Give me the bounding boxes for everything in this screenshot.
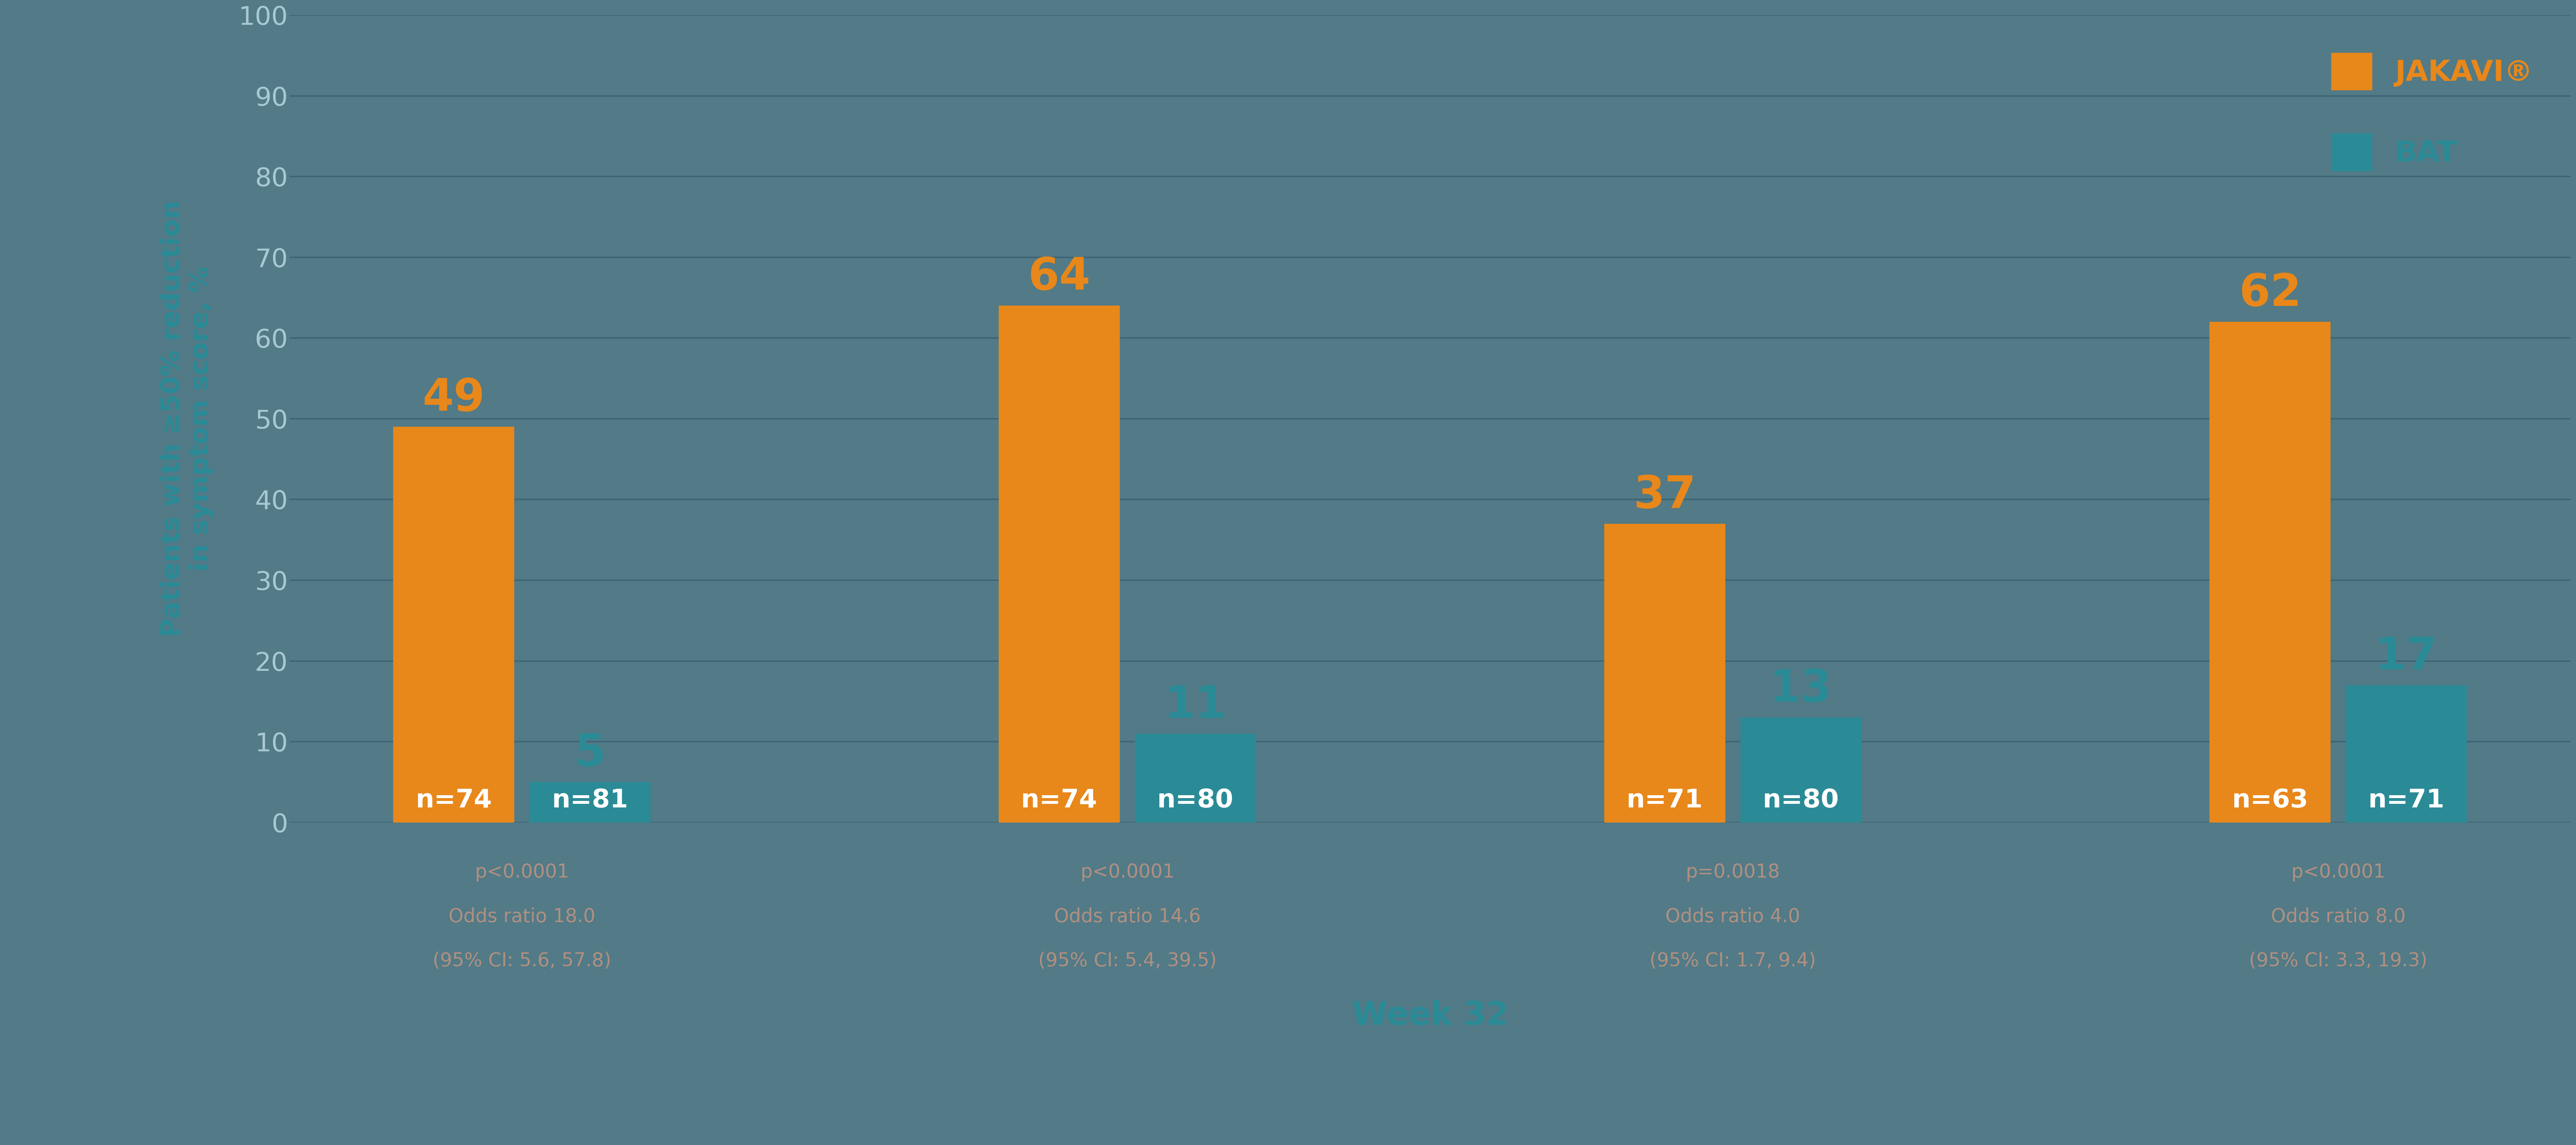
Text: 11: 11: [1164, 684, 1226, 727]
Text: p=0.0018: p=0.0018: [1685, 863, 1780, 882]
Text: p<0.0001: p<0.0001: [1079, 863, 1175, 882]
Text: 17: 17: [2375, 635, 2437, 679]
Text: Odds ratio 4.0: Odds ratio 4.0: [1667, 907, 1801, 926]
Bar: [999, 306, 1121, 822]
Text: 64: 64: [1028, 255, 1090, 299]
Bar: [1136, 734, 1257, 822]
Text: Odds ratio 14.6: Odds ratio 14.6: [1054, 907, 1200, 926]
Text: (95% CI: 1.7, 9.4): (95% CI: 1.7, 9.4): [1649, 951, 1816, 970]
Text: 62: 62: [2239, 271, 2300, 315]
Text: Week 32: Week 32: [1352, 1000, 1510, 1032]
Text: n=80: n=80: [1762, 788, 1839, 813]
Y-axis label: Patients with ≥50% reduction
in symptom score, %: Patients with ≥50% reduction in symptom …: [160, 200, 214, 637]
Text: n=71: n=71: [2367, 788, 2445, 813]
Text: n=71: n=71: [1625, 788, 1703, 813]
Legend: JAKAVI®, BAT: JAKAVI®, BAT: [2308, 30, 2555, 194]
Bar: [1741, 718, 1862, 822]
Text: 5: 5: [574, 732, 605, 775]
Text: p<0.0001: p<0.0001: [2290, 863, 2385, 882]
Text: (95% CI: 5.6, 57.8): (95% CI: 5.6, 57.8): [433, 951, 611, 970]
Text: (95% CI: 3.3, 19.3): (95% CI: 3.3, 19.3): [2249, 951, 2427, 970]
Bar: [2347, 685, 2468, 822]
Bar: [1605, 523, 1726, 822]
Text: 13: 13: [1770, 668, 1832, 711]
Bar: [531, 782, 652, 822]
Text: 49: 49: [422, 377, 484, 420]
Text: Odds ratio 18.0: Odds ratio 18.0: [448, 907, 595, 926]
Text: (95% CI: 5.4, 39.5): (95% CI: 5.4, 39.5): [1038, 951, 1216, 970]
Text: 37: 37: [1633, 474, 1695, 518]
Text: n=63: n=63: [2231, 788, 2308, 813]
Text: Odds ratio 8.0: Odds ratio 8.0: [2272, 907, 2406, 926]
Text: n=74: n=74: [415, 788, 492, 813]
Text: n=74: n=74: [1020, 788, 1097, 813]
Text: n=81: n=81: [551, 788, 629, 813]
Text: n=80: n=80: [1157, 788, 1234, 813]
Text: p<0.0001: p<0.0001: [474, 863, 569, 882]
Bar: [2210, 322, 2331, 822]
Bar: [394, 427, 515, 822]
